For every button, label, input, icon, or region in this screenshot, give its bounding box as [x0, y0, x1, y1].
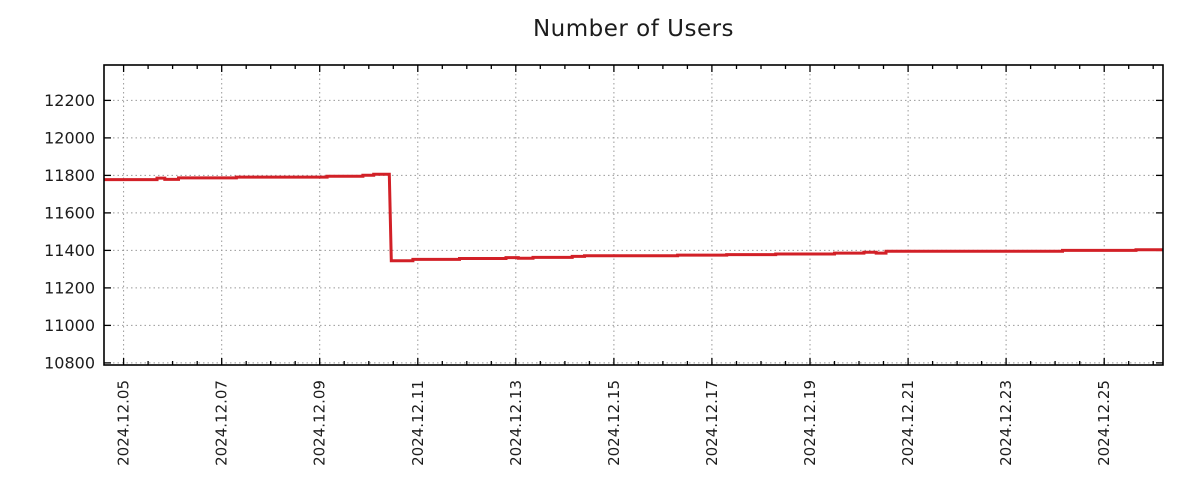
x-tick-label: 2024.12.05: [115, 380, 133, 466]
chart-title: Number of Users: [532, 16, 735, 42]
x-gridlines: [123, 65, 1105, 365]
x-tick-label: 2024.12.23: [997, 380, 1015, 466]
x-tick-label: 2024.12.21: [899, 380, 917, 466]
x-tick-label: 2024.12.09: [311, 380, 329, 466]
x-tick-label: 2024.12.19: [801, 380, 819, 466]
data-line-number-of-users: [104, 172, 1163, 263]
y-tick-label: 12000: [44, 128, 95, 147]
x-tick-label: 2024.12.25: [1095, 380, 1113, 466]
x-tick-label: 2024.12.17: [703, 380, 721, 466]
x-tick-label: 2024.12.15: [605, 380, 623, 466]
y-tick-label: 11800: [44, 166, 95, 185]
y-tick-label: 11400: [44, 241, 95, 260]
axis-frame: [103, 64, 1164, 366]
axis-ticks: [104, 65, 1163, 365]
y-tick-label: 11000: [44, 316, 95, 335]
x-tick-label: 2024.12.13: [507, 380, 525, 466]
y-tick-label: 12200: [44, 91, 95, 110]
y-tick-label: 11200: [44, 278, 95, 297]
y-gridlines: [104, 99, 1163, 364]
y-tick-label: 10800: [44, 353, 95, 372]
x-tick-label: 2024.12.11: [409, 380, 427, 466]
y-tick-labels: 10800 11000 11200 11400 11600 11800 12000 12200: [44, 91, 95, 372]
y-tick-label: 11600: [44, 203, 95, 222]
x-tick-label: 2024.12.07: [213, 380, 231, 466]
x-tick-labels: 2024.12.05 2024.12.07 2024.12.09 2024.12.11…: [115, 380, 1114, 466]
